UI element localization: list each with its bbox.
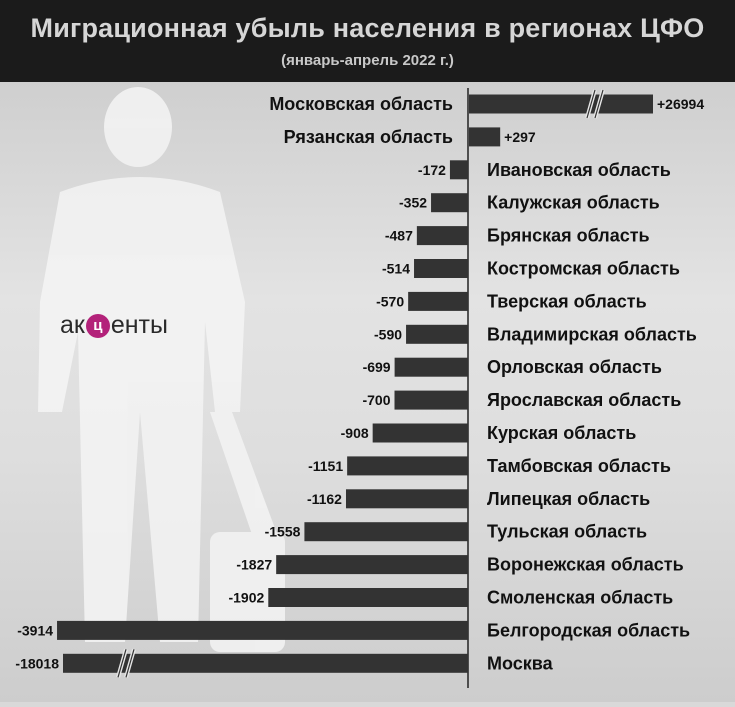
axis-break-line-a-17 [117,649,127,678]
logo-text-end: енты [110,311,168,339]
bar-11 [347,456,468,476]
value-label-6: -570 [376,293,404,309]
bar-14 [276,555,468,575]
value-label-16: -3914 [17,622,53,638]
region-label-12: Липецкая область [487,489,650,509]
bar-7 [406,324,468,344]
bar-10 [372,423,468,443]
region-label-5: Костромская область [487,259,680,279]
value-label-17: -18018 [15,655,59,671]
bar-8 [394,357,468,377]
region-label-4: Брянская область [487,226,650,246]
brand-logo: ак ц енты [60,311,168,340]
value-label-13: -1558 [265,524,301,540]
value-label-1: +297 [504,129,536,145]
bar-4 [416,226,468,246]
bar-15 [268,588,468,607]
bar-0 [469,94,653,114]
region-label-17: Москва [487,653,554,673]
region-label-11: Тамбовская область [487,456,671,476]
value-label-2: -172 [418,162,446,178]
value-label-7: -590 [374,326,402,342]
axis-break-line-a-0 [586,89,596,119]
region-label-8: Орловская область [487,357,662,377]
bar-2 [449,160,468,180]
logo-mark: ц [85,313,110,338]
value-label-11: -1151 [308,458,343,474]
bar-5 [414,259,468,278]
value-label-14: -1827 [236,557,272,573]
region-label-1: Рязанская область [284,127,453,147]
logo-text-start: ак [60,311,85,339]
region-label-9: Ярославская область [487,390,681,410]
region-label-2: Ивановская область [487,160,671,180]
bar-12 [345,489,468,509]
axis-break-line-b-17 [125,649,135,678]
region-label-0: Московская область [269,94,453,114]
chart-title: Миграционная убыль населения в регионах … [30,13,705,43]
value-label-15: -1902 [228,590,264,606]
bar-3 [431,193,468,213]
value-label-0: +26994 [657,96,704,112]
value-label-3: -352 [399,195,427,211]
value-label-5: -514 [382,261,410,277]
region-label-15: Смоленская область [487,588,673,608]
value-label-9: -700 [362,392,390,408]
region-label-13: Тульская область [487,522,647,542]
value-label-8: -699 [363,359,391,375]
header-bar: Миграционная убыль населения в регионах … [0,0,735,82]
axis-break-line-b-0 [594,89,604,119]
region-label-3: Калужская область [487,193,660,213]
value-label-10: -908 [341,425,369,441]
value-label-12: -1162 [307,491,342,507]
value-label-4: -487 [385,228,413,244]
bar-1 [469,127,501,147]
bar-13 [304,522,468,542]
bar-16 [57,620,468,640]
region-label-7: Владимирская область [487,324,697,344]
bar-6 [408,291,468,311]
region-label-16: Белгородская область [487,620,690,640]
region-label-6: Тверская область [487,291,647,311]
bar-9 [394,390,468,410]
chart-subtitle: (январь-апрель 2022 г.) [281,52,454,69]
bar-17 [63,653,468,673]
region-label-14: Воронежская область [487,555,684,575]
region-label-10: Курская область [487,423,636,443]
